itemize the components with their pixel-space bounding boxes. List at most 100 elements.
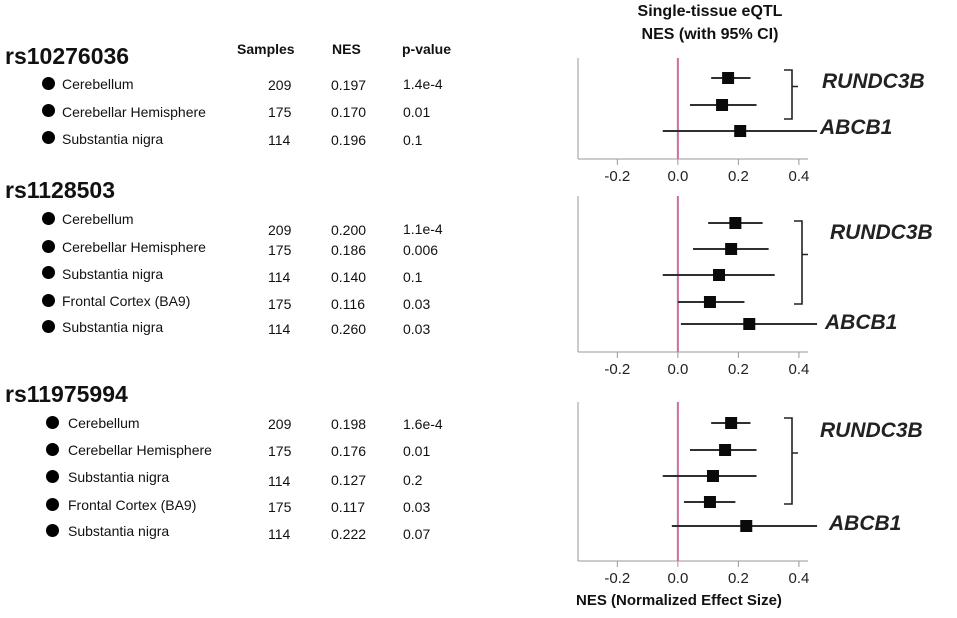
nes-point [703, 296, 716, 308]
gene-label: RUNDC3B [830, 221, 933, 244]
tissue-name: Substantia nigra [62, 131, 164, 147]
x-tick-label: -0.2 [604, 361, 630, 378]
nes-point [713, 269, 726, 281]
nes-value: 0.260 [331, 321, 367, 337]
tissue-bullet [42, 240, 55, 253]
tissue-name: Substantia nigra [68, 469, 170, 485]
x-tick-label: 0.0 [667, 361, 688, 378]
gene-bracket [794, 220, 808, 305]
column-header-nes: NES [332, 41, 361, 57]
tissue-bullet [42, 266, 55, 279]
tissue-bullet [42, 294, 55, 307]
nes-value: 0.127 [331, 472, 367, 488]
gene-label: RUNDC3B [820, 419, 923, 442]
tissue-bullet [42, 131, 55, 144]
tissue-name: Frontal Cortex (BA9) [62, 293, 191, 309]
sample-count: 114 [268, 321, 291, 337]
x-tick-label: 0.4 [788, 168, 809, 185]
tissue-name: Cerebellum [62, 76, 134, 92]
p-value: 0.1 [403, 269, 423, 285]
tissue-bullet [46, 498, 59, 511]
gene-label: ABCB1 [828, 512, 901, 535]
sample-count: 175 [268, 104, 292, 120]
nes-value: 0.117 [331, 499, 365, 515]
nes-value: 0.198 [331, 416, 367, 432]
sample-count: 114 [268, 269, 291, 285]
nes-point [716, 99, 729, 111]
p-value: 0.03 [403, 296, 431, 312]
tissue-bullet [46, 524, 59, 537]
nes-value: 0.116 [331, 296, 365, 312]
sample-count: 114 [268, 132, 291, 148]
tissue-name: Substantia nigra [62, 319, 164, 335]
tissue-name: Cerebellar Hemisphere [62, 239, 206, 255]
nes-point [740, 520, 753, 532]
sample-count: 175 [268, 499, 292, 515]
p-value: 0.07 [403, 526, 431, 542]
x-tick-label: -0.2 [604, 570, 630, 587]
snp-id: rs10276036 [5, 43, 130, 69]
gene-label: RUNDC3B [822, 70, 925, 93]
nes-value: 0.222 [331, 526, 367, 542]
tissue-name: Substantia nigra [68, 523, 170, 539]
nes-value: 0.170 [331, 104, 367, 120]
tissue-bullet [46, 416, 59, 429]
nes-point [719, 444, 732, 456]
p-value: 1.4e-4 [403, 76, 443, 92]
sample-count: 175 [268, 242, 292, 258]
column-header-samples: Samples [237, 41, 295, 57]
chart-subtitle: NES (with 95% CI) [641, 26, 779, 43]
column-header-pvalue: p-value [402, 41, 452, 57]
tissue-bullet [42, 320, 55, 333]
chart-title: Single-tissue eQTL [637, 3, 783, 20]
tissue-name: Cerebellum [62, 211, 134, 227]
x-tick-label: 0.4 [788, 361, 809, 378]
p-value: 0.03 [403, 499, 431, 515]
snp-id: rs11975994 [5, 381, 128, 407]
gene-bracket [784, 69, 798, 120]
nes-value: 0.140 [331, 269, 367, 285]
p-value: 0.01 [403, 104, 431, 120]
x-tick-label: 0.2 [728, 168, 749, 185]
p-value: 0.1 [403, 132, 423, 148]
nes-point [725, 243, 738, 255]
p-value: 0.01 [403, 443, 431, 459]
nes-point [743, 318, 756, 330]
sample-count: 114 [268, 473, 291, 489]
gene-bracket [784, 417, 798, 505]
sample-count: 114 [268, 526, 291, 542]
tissue-name: Cerebellum [68, 415, 140, 431]
tissue-bullet [46, 470, 59, 483]
tissue-bullet [46, 443, 59, 456]
tissue-name: Cerebellar Hemisphere [62, 104, 206, 120]
sample-count: 175 [268, 296, 292, 312]
tissue-bullet [42, 212, 55, 225]
tissue-name: Frontal Cortex (BA9) [68, 497, 197, 513]
nes-point [706, 470, 719, 482]
p-value: 0.2 [403, 472, 423, 488]
x-tick-label: 0.2 [728, 361, 749, 378]
nes-point [725, 417, 738, 429]
sample-count: 175 [268, 443, 292, 459]
tissue-name: Cerebellar Hemisphere [68, 442, 212, 458]
nes-value: 0.200 [331, 222, 367, 238]
nes-value: 0.186 [331, 242, 367, 258]
sample-count: 209 [268, 416, 292, 432]
tissue-name: Substantia nigra [62, 266, 164, 282]
nes-point [729, 217, 742, 229]
p-value: 1.6e-4 [403, 416, 443, 432]
nes-point [734, 125, 747, 137]
gene-label: ABCB1 [824, 311, 897, 334]
snp-id: rs1128503 [5, 177, 116, 203]
x-tick-label: 0.0 [667, 168, 688, 185]
nes-point [722, 72, 735, 84]
x-tick-label: 0.2 [728, 570, 749, 587]
x-tick-label: -0.2 [604, 168, 630, 185]
nes-value: 0.197 [331, 77, 367, 93]
p-value: 0.006 [403, 242, 439, 258]
sample-count: 209 [268, 222, 292, 238]
x-tick-label: 0.4 [788, 570, 809, 587]
x-tick-label: 0.0 [667, 570, 688, 587]
p-value: 0.03 [403, 321, 431, 337]
